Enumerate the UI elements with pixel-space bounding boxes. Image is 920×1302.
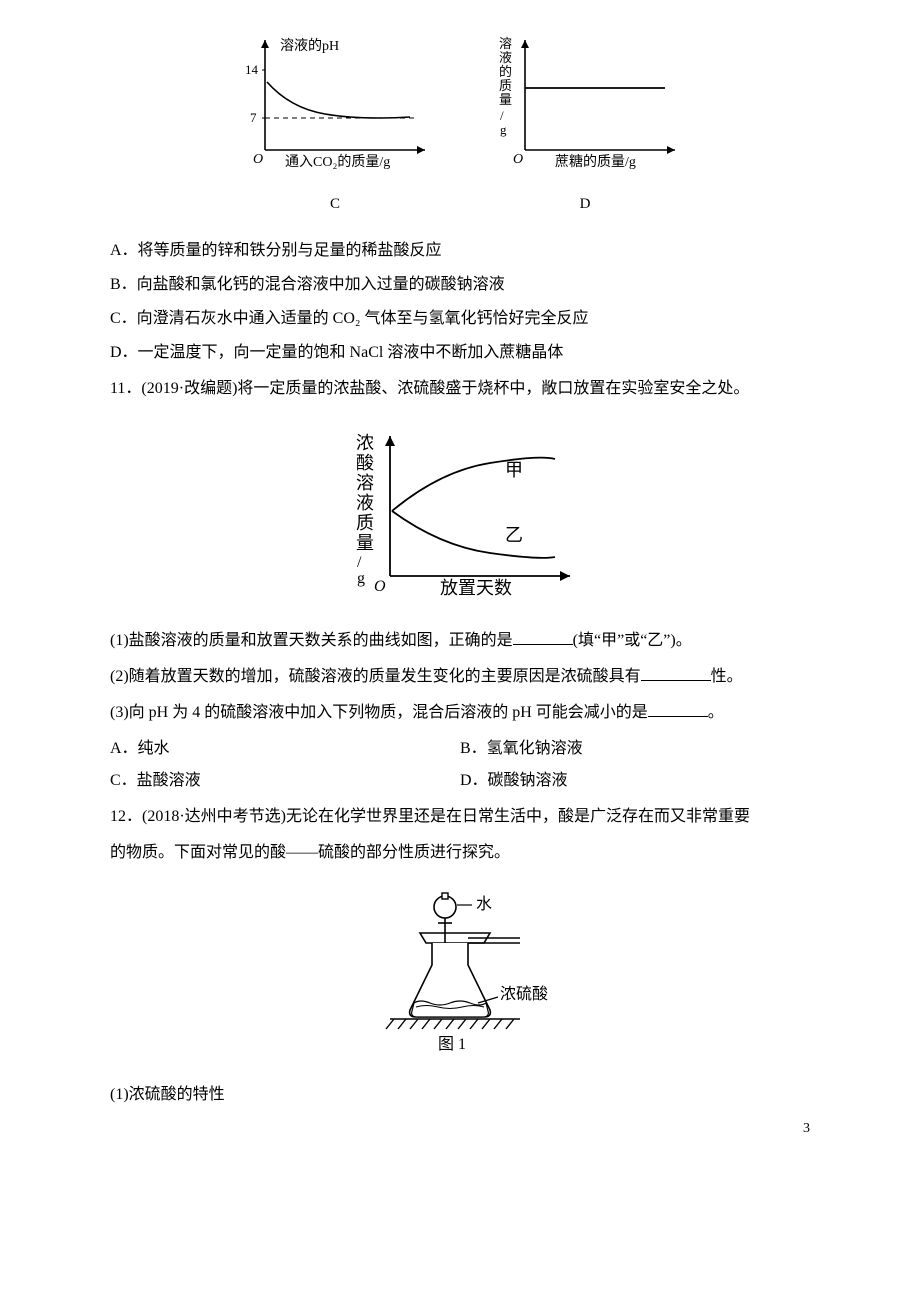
svg-text:溶: 溶 [356,473,374,493]
q12-sub1: (1)浓硫酸的特性 [110,1079,810,1111]
q11-sub1-text: (1)盐酸溶液的质量和放置天数关系的曲线如图，正确的是 [110,632,513,649]
q11-opts-row2: C．盐酸溶液 D．碳酸钠溶液 [110,765,810,797]
q12-figure: 水 浓硫酸 图 1 [110,885,810,1067]
q11-curve-jia: 甲 [505,460,523,480]
q11-sub3: (3)向 pH 为 4 的硫酸溶液中加入下列物质，混合后溶液的 pH 可能会减小… [110,697,810,729]
chart-d: 溶 液 的 质 量 / g O 蔗糖的质量/g D [485,30,685,219]
q10-option-a: A．将等质量的锌和铁分别与足量的稀盐酸反应 [110,235,810,267]
svg-text:浓: 浓 [356,433,374,453]
chart-c-tick7: 7 [250,110,257,125]
q11-opt-d: D．碳酸钠溶液 [460,765,810,797]
svg-text:质: 质 [499,78,512,93]
q11-sub2: (2)随着放置天数的增加，硫酸溶液的质量发生变化的主要原因是浓硫酸具有 性。 [110,661,810,693]
q12-water-label: 水 [476,895,492,913]
q11-sub1-tail: (填“甲”或“乙”)。 [573,632,692,649]
svg-text:的: 的 [499,64,512,79]
q10-option-c: C．向澄清石灰水中通入适量的 CO₂ 气体至与氢氧化钙恰好完全反应 [110,303,810,335]
q11-sub3-blank[interactable] [648,699,708,717]
q11-xlabel: 放置天数 [440,578,512,598]
q11-sub1: (1)盐酸溶液的质量和放置天数关系的曲线如图，正确的是 (填“甲”或“乙”)。 [110,625,810,657]
q10-option-d: D．一定温度下，向一定量的饱和 NaCl 溶液中不断加入蔗糖晶体 [110,337,810,369]
svg-text:液: 液 [356,493,374,513]
svg-text:量: 量 [356,533,374,553]
svg-text:/: / [357,554,362,571]
chart-d-xlabel: 蔗糖的质量/g [555,154,636,170]
q11-opt-a: A．纯水 [110,733,460,765]
q12-stem-a: 12．(2018·达州中考节选)无论在化学世界里还是在日常生活中，酸是广泛存在而… [110,801,810,833]
q11-sub3-text: (3)向 pH 为 4 的硫酸溶液中加入下列物质，混合后溶液的 pH 可能会减小… [110,704,648,721]
q12-acid-label: 浓硫酸 [500,985,548,1003]
chart-c-ylabel: 溶液的pH [280,38,339,54]
chart-c-tick14: 14 [245,62,259,77]
svg-text:O: O [374,578,386,595]
charts-c-d-row: 溶液的pH 7 14 O 通入CO₂的质量/g C 溶 液 的 质 [110,30,810,219]
page-number: 3 [803,1115,810,1143]
q11-figure: 浓 酸 溶 液 质 量 / g 甲 乙 O 放置天数 [110,421,810,613]
q11-sub1-blank[interactable] [513,627,573,645]
svg-text:液: 液 [499,50,512,65]
svg-text:g: g [357,570,365,587]
q10-option-b: B．向盐酸和氯化钙的混合溶液中加入过量的碳酸钠溶液 [110,269,810,301]
chart-d-svg: 溶 液 的 质 量 / g O 蔗糖的质量/g [485,30,685,175]
q11-curve-yi: 乙 [505,525,523,545]
q11-sub3-tail: 。 [708,704,724,721]
q11-sub2-b: 性。 [711,668,743,685]
svg-text:酸: 酸 [356,453,374,473]
q12-fig-caption: 图 1 [438,1036,466,1053]
q11-sub2-blank[interactable] [641,663,711,681]
chart-d-caption: D [485,189,685,219]
chart-c-svg: 溶液的pH 7 14 O 通入CO₂的质量/g [235,30,435,175]
q12-stem-b: 的物质。下面对常见的酸——硫酸的部分性质进行探究。 [110,837,810,869]
svg-text:质: 质 [356,513,374,533]
q11-opts-row1: A．纯水 B．氢氧化钠溶液 [110,733,810,765]
svg-text:O: O [513,152,523,167]
svg-text:g: g [500,122,507,137]
q11-opt-b: B．氢氧化钠溶液 [460,733,810,765]
chart-c: 溶液的pH 7 14 O 通入CO₂的质量/g C [235,30,435,219]
chart-c-xlabel: 通入CO₂的质量/g [285,154,390,170]
q11-stem: 11．(2019·改编题)将一定质量的浓盐酸、浓硫酸盛于烧杯中，敞口放置在实验室… [110,373,810,405]
q11-opt-c: C．盐酸溶液 [110,765,460,797]
svg-text:量: 量 [499,92,512,107]
chart-c-caption: C [235,189,435,219]
svg-text:O: O [253,152,263,167]
q11-sub2-a: (2)随着放置天数的增加，硫酸溶液的质量发生变化的主要原因是浓硫酸具有 [110,668,641,685]
svg-text:/: / [500,108,504,123]
svg-text:溶: 溶 [499,36,512,51]
